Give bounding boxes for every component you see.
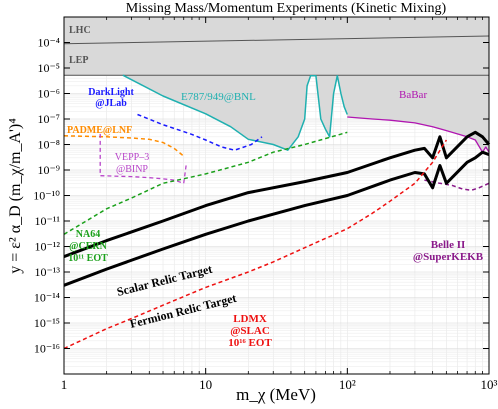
- excluded-region: [64, 17, 489, 153]
- na64-label-1: NA64: [76, 229, 100, 240]
- curves: [63, 35, 491, 350]
- y-axis-label: y = ε² α_D (m_χ/m_A')⁴: [7, 118, 24, 274]
- babar-label: BaBar: [399, 89, 427, 101]
- belle-curve: [424, 179, 490, 192]
- y-tick-label: 10⁻⁹: [37, 163, 60, 177]
- y-tick-label: 10⁻¹²: [34, 240, 60, 254]
- x-tick-label: 10: [199, 377, 212, 392]
- belle-label-2: @SuperKEKB: [413, 251, 484, 263]
- axis-ticks: [63, 17, 490, 374]
- x-tick-label: 1: [61, 377, 68, 392]
- y-tick-label: 10⁻¹³: [34, 265, 60, 279]
- tick-labels: 1 10 10² 10³ 10⁻⁴ 10⁻⁵ 10⁻⁶ 10⁻⁷ 10⁻⁸ 10⁻⁹ 10⁻¹⁰ 10…: [33, 36, 497, 393]
- y-tick-label: 10⁻⁵: [37, 61, 60, 75]
- excluded-area: [64, 17, 489, 153]
- darklight-label-2: @JLab: [95, 98, 127, 109]
- padme-curve: [63, 135, 185, 157]
- e787-curve: [122, 74, 348, 151]
- y-tick-label: 10⁻⁴: [37, 36, 60, 50]
- lhc-line: [63, 35, 490, 45]
- vepp3-label-2: @BINP: [116, 164, 148, 175]
- y-tick-label: 10⁻¹⁴: [34, 291, 60, 305]
- darklight-label-1: DarkLight: [88, 87, 134, 98]
- babar-curve: [347, 116, 490, 153]
- y-tick-label: 10⁻⁸: [37, 138, 60, 152]
- y-tick-label: 10⁻¹⁰: [33, 189, 60, 203]
- e787-label: E787/949@BNL: [181, 91, 256, 103]
- lhc-label: LHC: [69, 25, 91, 36]
- vepp3-label-1: VEPP–3: [115, 152, 149, 163]
- x-tick-label: 10²: [339, 377, 356, 392]
- lep-label: LEP: [69, 55, 88, 66]
- na64-label-2: @CERN: [69, 241, 107, 252]
- x-axis-label: m_χ (MeV): [236, 385, 316, 404]
- scalar-relic-curve: [63, 130, 491, 259]
- fermion-relic-curve: [63, 150, 490, 287]
- ldmx-label-1: LDMX: [233, 313, 267, 325]
- padme-label: PADME@LNF: [67, 125, 132, 136]
- y-tick-label: 10⁻⁷: [37, 112, 60, 126]
- x-tick-label: 10³: [481, 377, 498, 392]
- na64-curve: [63, 131, 348, 235]
- na64-label-3: 10¹¹ EOT: [68, 253, 108, 264]
- y-tick-label: 10⁻¹⁵: [34, 316, 60, 330]
- belle-label-1: Belle II: [431, 239, 466, 251]
- y-tick-label: 10⁻⁶: [37, 87, 60, 101]
- ldmx-label-3: 10¹⁶ EOT: [228, 337, 272, 349]
- chart-title: Missing Mass/Momentum Experiments (Kinet…: [126, 1, 447, 16]
- ldmx-curve: [63, 139, 448, 350]
- ldmx-label-2: @SLAC: [230, 325, 270, 337]
- y-tick-label: 10⁻¹⁶: [34, 342, 60, 356]
- y-tick-label: 10⁻¹¹: [34, 214, 60, 228]
